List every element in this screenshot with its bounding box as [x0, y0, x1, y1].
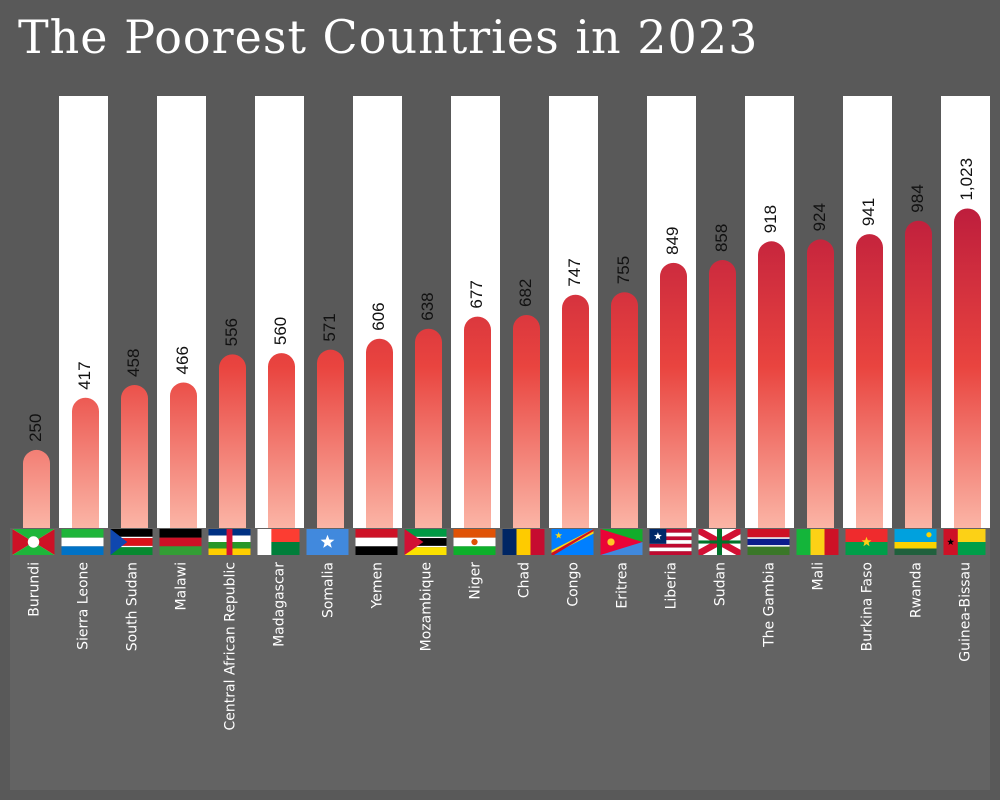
- bar-sierra-leone: [72, 397, 99, 528]
- value-label-burundi: 250: [26, 414, 45, 442]
- bar-eritrea: [611, 292, 638, 528]
- bar-burundi: [23, 449, 50, 528]
- bar-mozambique: [415, 328, 442, 528]
- value-label-niger: 677: [467, 280, 486, 308]
- value-label-congo: 747: [565, 258, 584, 286]
- category-label-malawi: Malawi: [174, 562, 190, 610]
- flag-the-gambia-icon: [747, 529, 790, 555]
- bar-the-gambia: [758, 241, 785, 528]
- value-label-guinea-bissau: 1,023: [957, 158, 976, 201]
- value-label-rwanda: 984: [908, 184, 927, 212]
- bar-burkina-faso: [856, 234, 883, 528]
- flag-niger-icon: [453, 529, 496, 555]
- category-label-madagascar: Madagascar: [272, 562, 288, 647]
- flag-burkina-faso-icon: [845, 529, 888, 555]
- value-label-eritrea: 755: [614, 256, 633, 284]
- category-label-guinea-bissau: Guinea-Bissau: [958, 562, 974, 662]
- category-label-sudan: Sudan: [713, 562, 729, 606]
- flag-congo-icon: [551, 529, 594, 555]
- flag-yemen-icon: [355, 529, 398, 555]
- category-label-burkina-faso: Burkina Faso: [860, 562, 876, 651]
- flag-sudan-icon: [698, 529, 741, 555]
- category-label-burundi: Burundi: [27, 562, 43, 617]
- category-label-yemen: Yemen: [370, 562, 386, 609]
- flag-chad-icon: [502, 529, 545, 555]
- category-label-sierra-leone: Sierra Leone: [76, 562, 92, 650]
- flag-somalia-icon: [306, 529, 349, 555]
- flag-guinea-bissau-icon: [943, 529, 986, 555]
- flag-rwanda-icon: [894, 529, 937, 555]
- value-label-madagascar: 560: [271, 317, 290, 345]
- flag-sierra-leone-icon: [61, 529, 104, 555]
- value-label-central-african-republic: 556: [222, 318, 241, 346]
- bar-mali: [807, 239, 834, 528]
- value-label-the-gambia: 918: [761, 205, 780, 233]
- value-label-malawi: 466: [173, 346, 192, 374]
- bar-liberia: [660, 262, 687, 528]
- bar-yemen: [366, 338, 393, 528]
- category-label-the-gambia: The Gambia: [762, 562, 778, 648]
- bar-somalia: [317, 349, 344, 528]
- category-label-liberia: Liberia: [664, 562, 680, 609]
- label-panel: [10, 528, 990, 790]
- bar-niger: [464, 316, 491, 528]
- flag-mozambique-icon: [404, 529, 447, 555]
- bar-south-sudan: [121, 384, 148, 528]
- bar-guinea-bissau: [954, 208, 981, 529]
- value-label-liberia: 849: [663, 226, 682, 254]
- bar-rwanda: [905, 220, 932, 528]
- bar-congo: [562, 294, 589, 528]
- category-label-chad: Chad: [517, 562, 533, 598]
- category-label-eritrea: Eritrea: [615, 562, 631, 609]
- flag-malawi-icon: [159, 529, 202, 555]
- category-label-somalia: Somalia: [321, 562, 337, 618]
- category-label-south-sudan: South Sudan: [125, 562, 141, 651]
- bar-malawi: [170, 382, 197, 528]
- value-label-mozambique: 638: [418, 292, 437, 320]
- flag-burundi-icon: [12, 529, 55, 555]
- value-label-south-sudan: 458: [124, 349, 143, 377]
- bar-central-african-republic: [219, 354, 246, 528]
- value-label-burkina-faso: 941: [859, 198, 878, 226]
- flag-central-african-republic-icon: [208, 529, 251, 555]
- chart-title: The Poorest Countries in 2023: [18, 10, 759, 64]
- flag-liberia-icon: [649, 529, 692, 555]
- value-label-chad: 682: [516, 279, 535, 307]
- flag-eritrea-icon: [600, 529, 643, 555]
- category-label-niger: Niger: [468, 562, 484, 600]
- value-label-yemen: 606: [369, 302, 388, 330]
- category-label-mozambique: Mozambique: [419, 562, 435, 651]
- value-label-sierra-leone: 417: [75, 361, 94, 389]
- flag-madagascar-icon: [257, 529, 300, 555]
- value-label-somalia: 571: [320, 313, 339, 341]
- category-label-mali: Mali: [811, 562, 827, 590]
- category-label-rwanda: Rwanda: [909, 562, 925, 618]
- value-label-sudan: 858: [712, 224, 731, 252]
- flag-mali-icon: [796, 529, 839, 555]
- flag-south-sudan-icon: [110, 529, 153, 555]
- value-label-mali: 924: [810, 203, 829, 231]
- category-label-congo: Congo: [566, 562, 582, 607]
- category-label-central-african-republic: Central African Republic: [223, 562, 239, 731]
- bar-madagascar: [268, 353, 295, 528]
- bar-sudan: [709, 260, 736, 528]
- bar-chad: [513, 315, 540, 528]
